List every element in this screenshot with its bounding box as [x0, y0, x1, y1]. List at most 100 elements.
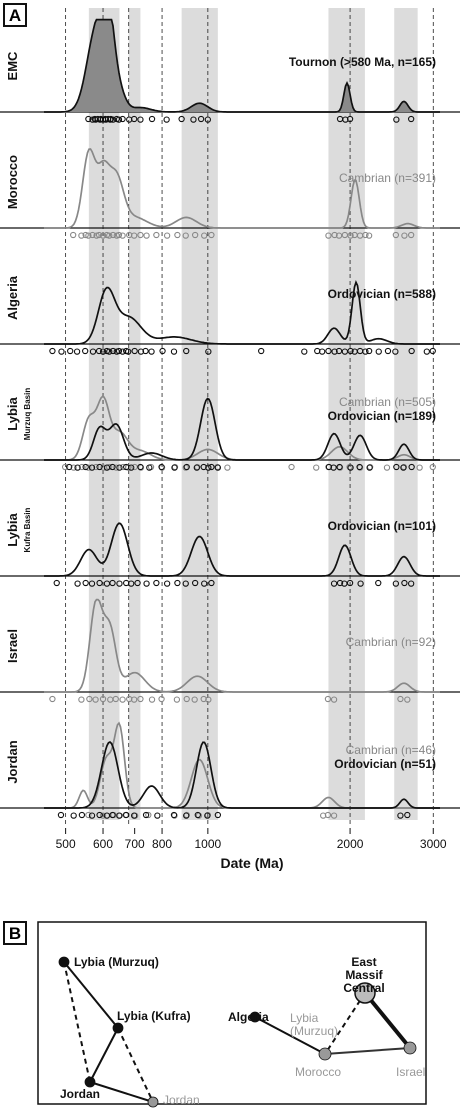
data-dot — [205, 348, 212, 355]
shaded-band-0 — [88, 8, 120, 820]
data-dot — [142, 347, 149, 355]
data-dot — [143, 580, 150, 587]
data-dot — [85, 811, 92, 819]
data-dot — [85, 232, 92, 239]
data-dot — [401, 579, 408, 587]
lybia-kufra-b-label: Lybia (Kufra) — [117, 1009, 191, 1023]
network-edge-4 — [89, 1081, 154, 1103]
morocco-b-node — [318, 1047, 332, 1061]
data-dot — [93, 232, 100, 239]
data-dot — [429, 347, 436, 355]
emc-b-label: East Massif Central — [343, 955, 384, 995]
data-dot — [313, 464, 320, 471]
data-dot — [82, 347, 89, 355]
data-dot — [392, 348, 399, 355]
data-dot — [183, 812, 190, 819]
data-dot — [301, 348, 308, 355]
data-dot — [131, 696, 138, 703]
data-dot — [397, 812, 404, 819]
data-dot — [159, 347, 166, 355]
data-dot — [365, 347, 373, 355]
density-rows: EMC Tournon (>580 Ma, n=165) Morocco Cambri… — [0, 18, 460, 819]
x-tick-label: 700 — [125, 837, 145, 851]
data-dot — [258, 347, 265, 355]
data-dot — [214, 464, 222, 471]
data-dot — [86, 695, 93, 703]
row-sublabel: Kufra Basin — [23, 507, 32, 552]
panel-a-letter-box — [3, 3, 27, 27]
data-dot — [70, 231, 77, 239]
data-dot — [109, 579, 116, 587]
data-dot — [429, 463, 436, 471]
data-dot — [404, 696, 411, 703]
dashed-vertical-lines — [65, 8, 434, 826]
data-dot — [78, 232, 85, 239]
data-dot — [67, 347, 74, 355]
shaded-bands — [88, 8, 418, 820]
data-dot — [408, 580, 415, 587]
data-dot — [401, 232, 408, 239]
data-dot — [288, 463, 295, 471]
data-dot — [375, 348, 382, 355]
data-dot — [416, 464, 423, 471]
data-dot — [82, 231, 89, 239]
data-dot — [158, 463, 165, 471]
data-dot — [99, 695, 107, 703]
data-dot — [112, 695, 119, 703]
data-dot — [173, 696, 181, 703]
data-dot — [193, 464, 200, 471]
series-label: Ordovician (n=588) — [328, 287, 436, 301]
density-curve — [44, 740, 440, 809]
data-dot — [174, 231, 181, 239]
density-curve — [44, 397, 440, 461]
data-dot — [125, 348, 132, 355]
data-dot — [70, 464, 77, 471]
data-dot — [347, 464, 354, 471]
data-dot — [170, 348, 178, 355]
shaded-band-4 — [394, 8, 418, 820]
data-dot — [393, 463, 400, 471]
data-dot — [205, 696, 212, 703]
data-dot — [92, 696, 99, 703]
data-dot — [336, 463, 343, 471]
row-6: Jordan Cambrian (n=46)Ordovician (n=51) — [0, 721, 460, 819]
series-label: Cambrian (n=46) — [346, 743, 436, 757]
series-label: Ordovician (n=189) — [328, 409, 436, 423]
data-dot — [392, 580, 400, 587]
data-dot — [66, 463, 73, 471]
data-dot — [341, 580, 348, 587]
data-dot — [100, 464, 107, 471]
algeria-b-label: Algeria — [228, 1010, 269, 1024]
data-dot — [145, 811, 152, 819]
data-dot — [78, 463, 86, 471]
data-dot — [171, 464, 178, 471]
data-dot — [109, 347, 117, 355]
data-dot — [330, 580, 338, 587]
label-line: Lybia — [290, 1011, 319, 1025]
data-dot — [128, 580, 135, 587]
data-dot — [408, 463, 415, 471]
row-label: Algeria — [5, 275, 20, 320]
data-dot — [208, 579, 215, 587]
series-label: Cambrian (n=505) — [339, 395, 436, 409]
data-dot — [182, 580, 189, 587]
data-dot — [392, 231, 400, 239]
x-tick-label: 800 — [152, 837, 172, 851]
data-dot — [61, 463, 69, 471]
data-dot — [153, 231, 160, 239]
data-dot — [346, 579, 354, 587]
data-dot — [99, 232, 107, 239]
data-dot — [346, 115, 354, 123]
data-dot — [153, 579, 160, 587]
series-label: Tournon (>580 Ma, n=165) — [289, 55, 436, 69]
data-dot — [99, 348, 107, 355]
data-dot — [205, 464, 212, 471]
data-dot — [400, 464, 407, 471]
data-dot — [384, 347, 392, 355]
data-dot — [128, 464, 135, 471]
row-label: Jordan — [5, 740, 20, 783]
similarity-network: Lybia (Murzuq) Lybia (Kufra) Jordan Jordan A… — [58, 955, 425, 1108]
data-dot — [347, 347, 354, 355]
shaded-band-1 — [128, 8, 141, 820]
row-1: Morocco Cambrian (n=391) — [0, 148, 460, 239]
